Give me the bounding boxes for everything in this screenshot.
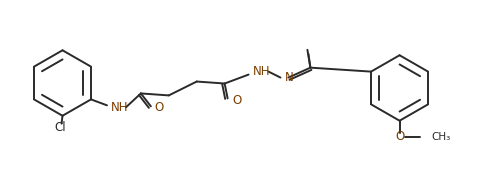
Text: O: O xyxy=(232,94,241,107)
Text: N: N xyxy=(284,71,293,84)
Text: O: O xyxy=(154,101,164,114)
Text: NH: NH xyxy=(252,65,270,78)
Text: Cl: Cl xyxy=(55,121,66,134)
Text: NH: NH xyxy=(111,101,129,114)
Text: CH₃: CH₃ xyxy=(432,131,451,142)
Text: O: O xyxy=(395,130,404,143)
